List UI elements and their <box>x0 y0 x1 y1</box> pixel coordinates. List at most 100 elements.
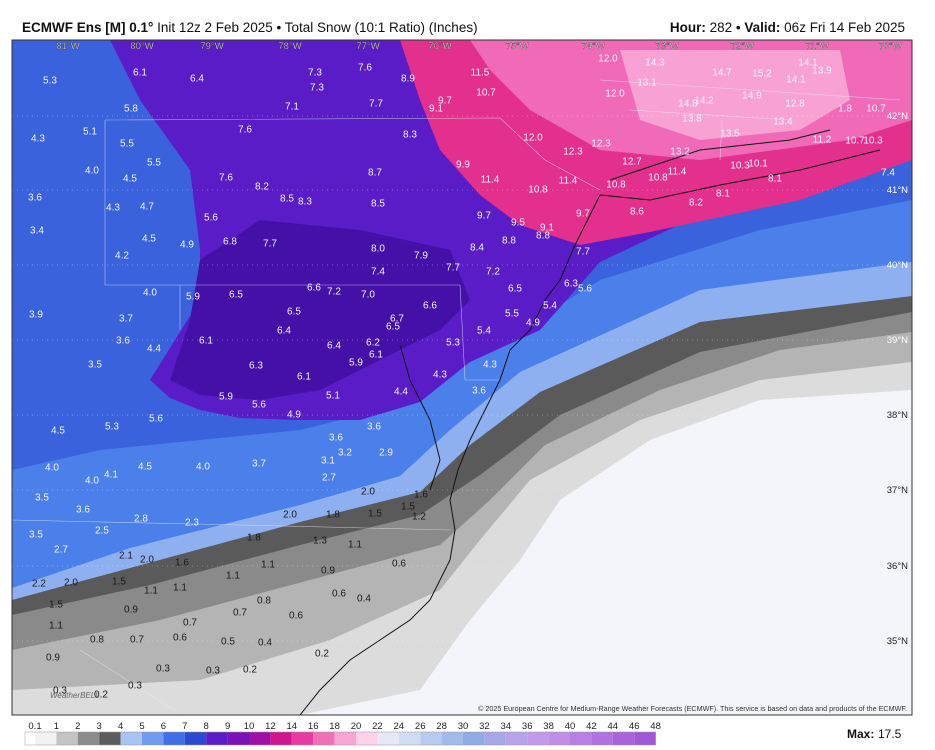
snow-label: 4.4 <box>147 344 161 355</box>
longitude-label: 71°W <box>805 41 828 52</box>
snow-label: 7.6 <box>238 125 252 136</box>
snow-label: 14.1 <box>786 75 806 86</box>
longitude-label: 70°W <box>878 41 901 52</box>
snow-label: 6.4 <box>327 341 341 352</box>
snow-label: 0.9 <box>321 566 335 577</box>
colorbar-label: 40 <box>565 721 576 732</box>
snow-label: 1.8 <box>326 510 340 521</box>
snow-label: 8.6 <box>630 207 644 218</box>
snow-label: 8.3 <box>403 130 417 141</box>
snow-label: 2.0 <box>140 555 154 566</box>
snow-label: 7.7 <box>446 263 460 274</box>
snow-label: 12.0 <box>598 54 618 65</box>
snow-label: 8.1 <box>768 174 782 185</box>
snow-label: 4.0 <box>85 476 99 487</box>
snow-label: 3.7 <box>252 459 266 470</box>
colorbar-label: 12 <box>265 721 276 732</box>
colorbar-segment <box>612 732 635 745</box>
snow-label: 7.2 <box>327 287 341 298</box>
colorbar-label: 24 <box>394 721 405 732</box>
snow-label: 4.0 <box>196 462 210 473</box>
snow-label: 10.7 <box>845 136 865 147</box>
snow-label: 8.2 <box>689 198 703 209</box>
colorbar-label: 46 <box>629 721 640 732</box>
snow-label: 4.1 <box>104 470 118 481</box>
band <box>620 50 850 140</box>
longitude-label: 79°W <box>200 41 223 52</box>
colorbar-segment <box>463 732 485 745</box>
latitude-label: 38°N <box>887 410 908 421</box>
snow-label: 8.0 <box>371 244 385 255</box>
snow-label: 12.3 <box>591 139 611 150</box>
snow-label: 14.2 <box>694 96 714 107</box>
snow-label: 6.5 <box>386 322 400 333</box>
snow-label: 3.4 <box>30 226 44 237</box>
colorbar-segment <box>634 732 656 745</box>
snow-label: 14.7 <box>712 68 732 79</box>
snow-label: 6.1 <box>133 68 147 79</box>
snow-label: 4.7 <box>140 202 154 213</box>
snow-label: 4.0 <box>45 463 59 474</box>
longitude-label: 80°W <box>130 41 153 52</box>
colorbar-segment <box>35 732 57 745</box>
longitude-label: 78°W <box>278 41 301 52</box>
snow-label: 6.3 <box>249 361 263 372</box>
snow-label: 10.8 <box>648 173 668 184</box>
borders <box>12 79 901 715</box>
colorbar-label: 30 <box>458 721 469 732</box>
colorbar-segment <box>548 732 570 745</box>
snow-label: 1.1 <box>49 621 63 632</box>
snow-label: 9.9 <box>456 160 470 171</box>
colorbar-segment <box>120 732 142 745</box>
snow-label: 6.4 <box>190 74 204 85</box>
snow-label: 5.8 <box>124 104 138 115</box>
snow-label: 1.1 <box>173 583 187 594</box>
colorbar-segment <box>484 732 506 745</box>
colorbar-segment <box>99 732 121 745</box>
snow-label: 4.2 <box>115 251 129 262</box>
snow-label: 4.5 <box>51 426 65 437</box>
snow-label: 8.4 <box>470 243 484 254</box>
snow-label: 5.9 <box>349 358 363 369</box>
snow-label: 9.1 <box>540 223 554 234</box>
snow-label: 4.3 <box>483 360 497 371</box>
colorbar-segment <box>334 732 356 745</box>
snow-label: 5.5 <box>505 309 519 320</box>
snow-label: 2.3 <box>185 518 199 529</box>
snow-label: 4.3 <box>433 370 447 381</box>
snow-label: 1.5 <box>368 509 382 520</box>
snow-label: 8.8 <box>536 231 550 242</box>
snow-label: 1.5 <box>112 577 126 588</box>
snow-label: 0.3 <box>156 664 170 675</box>
colorbar-label: 16 <box>308 721 319 732</box>
snow-label: 0.9 <box>46 653 60 664</box>
latitude-label: 40°N <box>887 260 908 271</box>
colorbar-label: 10 <box>244 721 255 732</box>
snow-label: 5.3 <box>105 422 119 433</box>
snow-label: 6.1 <box>297 372 311 383</box>
colorbar-segment <box>142 732 164 745</box>
snow-label: 6.4 <box>277 326 291 337</box>
snow-label: 0.3 <box>206 666 220 677</box>
max-value: 17.5 <box>878 727 902 741</box>
latitude-label: 36°N <box>887 561 908 572</box>
snow-label: 2.1 <box>119 551 133 562</box>
colorbar-label: 32 <box>479 721 490 732</box>
snow-label: 7.9 <box>414 251 428 262</box>
longitude-label: 72°W <box>730 41 753 52</box>
colorbar-segment <box>77 732 100 745</box>
longitude-label: 75°W <box>505 41 528 52</box>
snow-label: 0.6 <box>289 611 303 622</box>
colorbar-label: 28 <box>436 721 447 732</box>
coastline <box>299 129 881 715</box>
snow-label: 4.4 <box>394 387 408 398</box>
colorbar-segment <box>356 732 378 745</box>
snow-label: 5.9 <box>186 292 200 303</box>
longitude-label: 77°W <box>356 41 379 52</box>
snow-label: 3.7 <box>119 314 133 325</box>
snow-field <box>12 40 912 715</box>
map-frame <box>11 39 913 716</box>
header-right: Hour: 282 • Valid: 06z Fri 14 Feb 2025 <box>670 20 905 35</box>
colorbar-segment <box>505 732 528 745</box>
snow-label: 15.2 <box>752 69 772 80</box>
